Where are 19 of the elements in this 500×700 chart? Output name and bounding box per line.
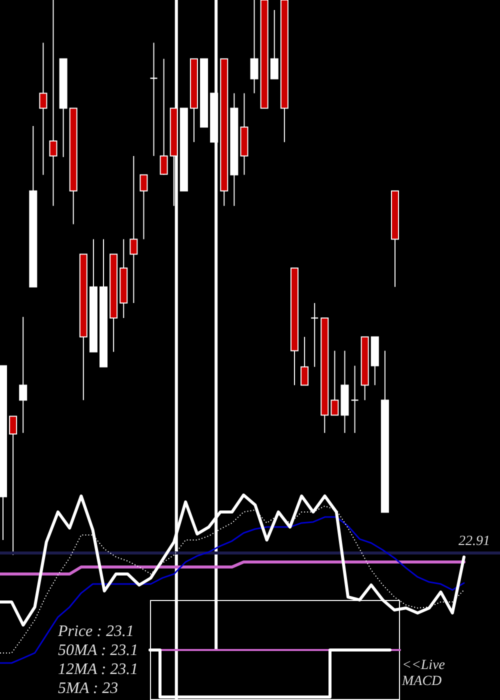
- candlestick: [39, 42, 48, 176]
- candlestick: [150, 42, 158, 156]
- candlestick: [19, 316, 28, 434]
- candlestick: [130, 155, 138, 304]
- candlestick: [300, 336, 309, 386]
- candlestick: [160, 58, 168, 176]
- candlestick: [250, 0, 258, 94]
- annotation: 50MA : 23.1: [58, 642, 138, 659]
- candlestick: [140, 174, 148, 240]
- candlestick: [9, 416, 18, 556]
- annotation: <<Live MACD: [401, 658, 445, 689]
- annotation: 12MA : 23.1: [58, 661, 138, 678]
- candlestick: [350, 365, 359, 434]
- candlestick: [49, 0, 58, 206]
- candlestick: [330, 350, 339, 416]
- candlestick: [270, 9, 278, 80]
- annotation: 22.91: [458, 534, 490, 549]
- text: 5MA : 23: [58, 680, 118, 697]
- annotation: Price : 23.1: [57, 623, 134, 640]
